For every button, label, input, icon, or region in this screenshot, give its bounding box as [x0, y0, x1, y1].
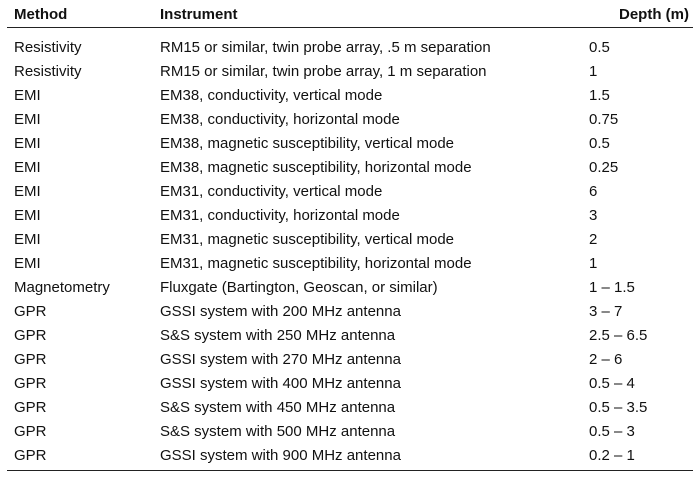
cell-depth: 0.25 — [589, 159, 619, 176]
table-row: EMI EM31, magnetic susceptibility, horiz… — [7, 252, 693, 276]
cell-depth: 1.5 — [589, 87, 610, 104]
cell-instrument: GSSI system with 200 MHz antenna — [160, 303, 401, 320]
cell-instrument: GSSI system with 270 MHz antenna — [160, 351, 401, 368]
cell-instrument: GSSI system with 400 MHz antenna — [160, 375, 401, 392]
cell-depth: 0.5 — [589, 135, 610, 152]
table-row: Magnetometry Fluxgate (Bartington, Geosc… — [7, 276, 693, 300]
cell-method: GPR — [14, 351, 47, 368]
cell-depth: 1 – 1.5 — [589, 279, 635, 296]
table-row: EMI EM38, conductivity, vertical mode 1.… — [7, 84, 693, 108]
cell-instrument: EM38, magnetic susceptibility, vertical … — [160, 135, 455, 152]
cell-instrument: EM31, conductivity, horizontal mode — [160, 207, 400, 224]
cell-instrument: EM31, magnetic susceptibility, horizonta… — [160, 255, 472, 272]
table-row: Resistivity RM15 or similar, twin probe … — [7, 28, 693, 61]
cell-instrument: S&S system with 450 MHz antenna — [160, 399, 396, 416]
table-row: EMI EM38, magnetic susceptibility, verti… — [7, 132, 693, 156]
cell-depth: 2 — [589, 231, 598, 248]
cell-instrument: S&S system with 250 MHz antenna — [160, 327, 396, 344]
cell-method: EMI — [14, 135, 41, 152]
cell-method: EMI — [14, 159, 41, 176]
table-row: Resistivity RM15 or similar, twin probe … — [7, 60, 693, 84]
cell-method: EMI — [14, 207, 41, 224]
cell-instrument: EM31, conductivity, vertical mode — [160, 183, 383, 200]
header-instrument: Instrument — [153, 3, 582, 28]
cell-method: GPR — [14, 399, 47, 416]
table-row: GPR GSSI system with 200 MHz antenna 3 –… — [7, 300, 693, 324]
cell-method: GPR — [7, 444, 153, 471]
cell-depth: 0.5 — [589, 39, 610, 56]
cell-depth: 1 — [589, 63, 598, 80]
cell-instrument: EM38, conductivity, vertical mode — [160, 87, 383, 104]
cell-method: GPR — [14, 303, 47, 320]
cell-instrument: GSSI system with 900 MHz antenna — [153, 444, 582, 471]
header-depth: Depth (m) — [582, 3, 693, 28]
header-row: Method Instrument Depth (m) — [7, 3, 693, 28]
cell-depth: 2 – 6 — [589, 351, 623, 368]
cell-instrument: EM38, conductivity, horizontal mode — [160, 111, 400, 128]
table-row: EMI EM31, conductivity, horizontal mode … — [7, 204, 693, 228]
cell-method: EMI — [14, 87, 41, 104]
cell-method: EMI — [14, 255, 41, 272]
cell-method: EMI — [14, 111, 41, 128]
cell-depth: 0.5 – 4 — [589, 375, 635, 392]
cell-depth: 2.5 – 6.5 — [589, 327, 648, 344]
cell-method: GPR — [14, 423, 47, 440]
cell-depth: 0.75 — [589, 111, 619, 128]
cell-instrument: RM15 or similar, twin probe array, .5 m … — [160, 39, 491, 56]
cell-depth: 3 – 7 — [589, 303, 623, 320]
table-row: GPR GSSI system with 900 MHz antenna 0.2… — [7, 444, 693, 471]
cell-method: Resistivity — [14, 63, 82, 80]
cell-depth: 6 — [589, 183, 598, 200]
table-body: Resistivity RM15 or similar, twin probe … — [7, 28, 693, 471]
cell-depth: 3 — [589, 207, 598, 224]
table-row: EMI EM38, conductivity, horizontal mode … — [7, 108, 693, 132]
table-row: GPR S&S system with 450 MHz antenna 0.5 … — [7, 396, 693, 420]
cell-method: Resistivity — [14, 39, 82, 56]
cell-instrument: EM31, magnetic susceptibility, vertical … — [160, 231, 455, 248]
table-header: Method Instrument Depth (m) — [7, 3, 693, 28]
cell-instrument: EM38, magnetic susceptibility, horizonta… — [160, 159, 472, 176]
cell-instrument: RM15 or similar, twin probe array, 1 m s… — [160, 63, 487, 80]
header-method: Method — [7, 3, 153, 28]
table-row: EMI EM38, magnetic susceptibility, horiz… — [7, 156, 693, 180]
cell-method: GPR — [14, 375, 47, 392]
cell-instrument: Fluxgate (Bartington, Geoscan, or simila… — [160, 279, 438, 296]
table-row: GPR S&S system with 250 MHz antenna 2.5 … — [7, 324, 693, 348]
cell-depth: 0.5 – 3.5 — [589, 399, 648, 416]
cell-depth: 1 — [589, 255, 598, 272]
cell-method: EMI — [14, 183, 41, 200]
cell-depth: 0.2 – 1 — [582, 444, 693, 471]
table-row: EMI EM31, magnetic susceptibility, verti… — [7, 228, 693, 252]
cell-instrument: S&S system with 500 MHz antenna — [160, 423, 396, 440]
table-row: GPR S&S system with 500 MHz antenna 0.5 … — [7, 420, 693, 444]
table-row: EMI EM31, conductivity, vertical mode 6 — [7, 180, 693, 204]
cell-depth: 0.5 – 3 — [589, 423, 635, 440]
cell-method: Magnetometry — [14, 279, 110, 296]
table-row: GPR GSSI system with 270 MHz antenna 2 –… — [7, 348, 693, 372]
table-row: GPR GSSI system with 400 MHz antenna 0.5… — [7, 372, 693, 396]
cell-method: GPR — [14, 327, 47, 344]
cell-method: EMI — [14, 231, 41, 248]
depth-table: Method Instrument Depth (m) Resistivity … — [7, 3, 693, 471]
